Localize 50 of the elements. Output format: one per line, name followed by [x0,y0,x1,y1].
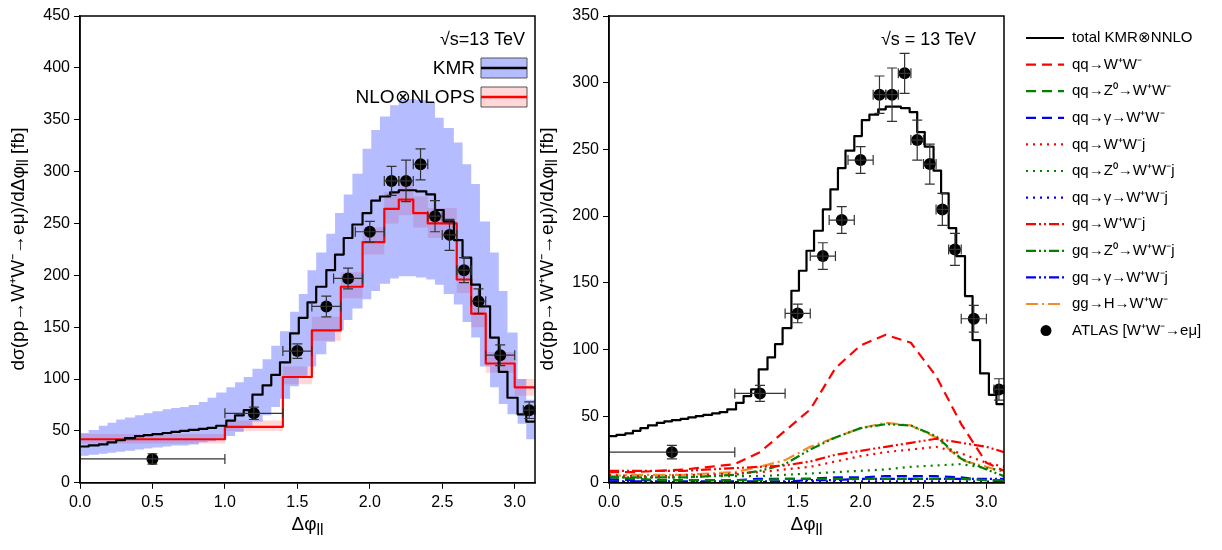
legend-label: gq→Z⁰→W⁺W⁻j [1072,240,1175,258]
x-axis-title: Δφ$_{ll}$ [291,512,324,539]
y-tick-label: 0 [590,473,600,491]
y-tick-label: 350 [572,6,600,24]
y-tick-label: 200 [43,265,71,283]
x-tick-label: 2.5 [431,492,454,510]
legend-label: ATLAS [W⁺W⁻→eμ] [1072,320,1202,338]
x-tick-label: 2.0 [358,492,382,510]
y-tick-label: 350 [43,110,71,128]
y-tick-label: 450 [43,6,71,24]
legend-label: qq→Z⁰→W⁺W⁻j [1072,161,1175,179]
legend-label: qq→Z⁰→W⁺W⁻ [1072,81,1172,99]
legend-label: total KMR⊗NNLO [1072,28,1193,46]
x-tick-label: 3.0 [975,492,998,510]
legend-label: NLO⊗NLOPS [355,86,475,108]
y-tick-label: 150 [43,317,71,335]
x-tick-label: 1.5 [286,492,309,510]
annotation: √s=13 TeV [439,28,525,49]
x-tick-label: 1.0 [213,492,237,510]
legend-label: qq→W⁺W⁻ [1072,54,1142,72]
y-tick-label: 300 [572,73,600,91]
legend-label: gq→W⁺W⁻j [1072,214,1146,232]
x-tick-label: 1.5 [786,492,809,510]
legend-label: gq→γ→W⁺W⁻j [1072,267,1168,285]
x-tick-label: 0.5 [660,492,684,510]
x-axis-title: Δφ$_{ll}$ [790,512,823,539]
y-tick-label: 50 [581,406,600,424]
x-tick-label: 0.5 [141,492,164,510]
y-tick-label: 50 [52,421,71,439]
legend-label: qq→W⁺W⁻j [1072,134,1146,152]
x-tick-label: 1.0 [723,492,747,510]
y-tick-label: 0 [61,473,71,491]
y-tick-label: 150 [572,273,600,291]
legend-label: qq→γ→W⁺W⁻ [1072,107,1165,125]
legend-label: gg→H→W⁺W⁻ [1072,294,1168,312]
legend-label: qq→γ→W⁺W⁻j [1072,187,1168,205]
x-tick-label: 0.0 [68,492,92,510]
y-tick-label: 300 [43,162,71,180]
legend-label: KMR [432,57,475,79]
y-tick-label: 250 [572,139,600,157]
y-tick-label: 200 [572,206,600,224]
annotation: √s = 13 TeV [880,28,976,49]
x-tick-label: 0.0 [597,492,621,510]
y-tick-label: 100 [43,369,71,387]
x-tick-label: 3.0 [503,492,526,510]
y-tick-label: 100 [572,339,600,357]
y-tick-label: 250 [43,213,71,231]
y-tick-label: 400 [43,58,71,76]
x-tick-label: 2.5 [912,492,935,510]
x-tick-label: 2.0 [849,492,872,510]
